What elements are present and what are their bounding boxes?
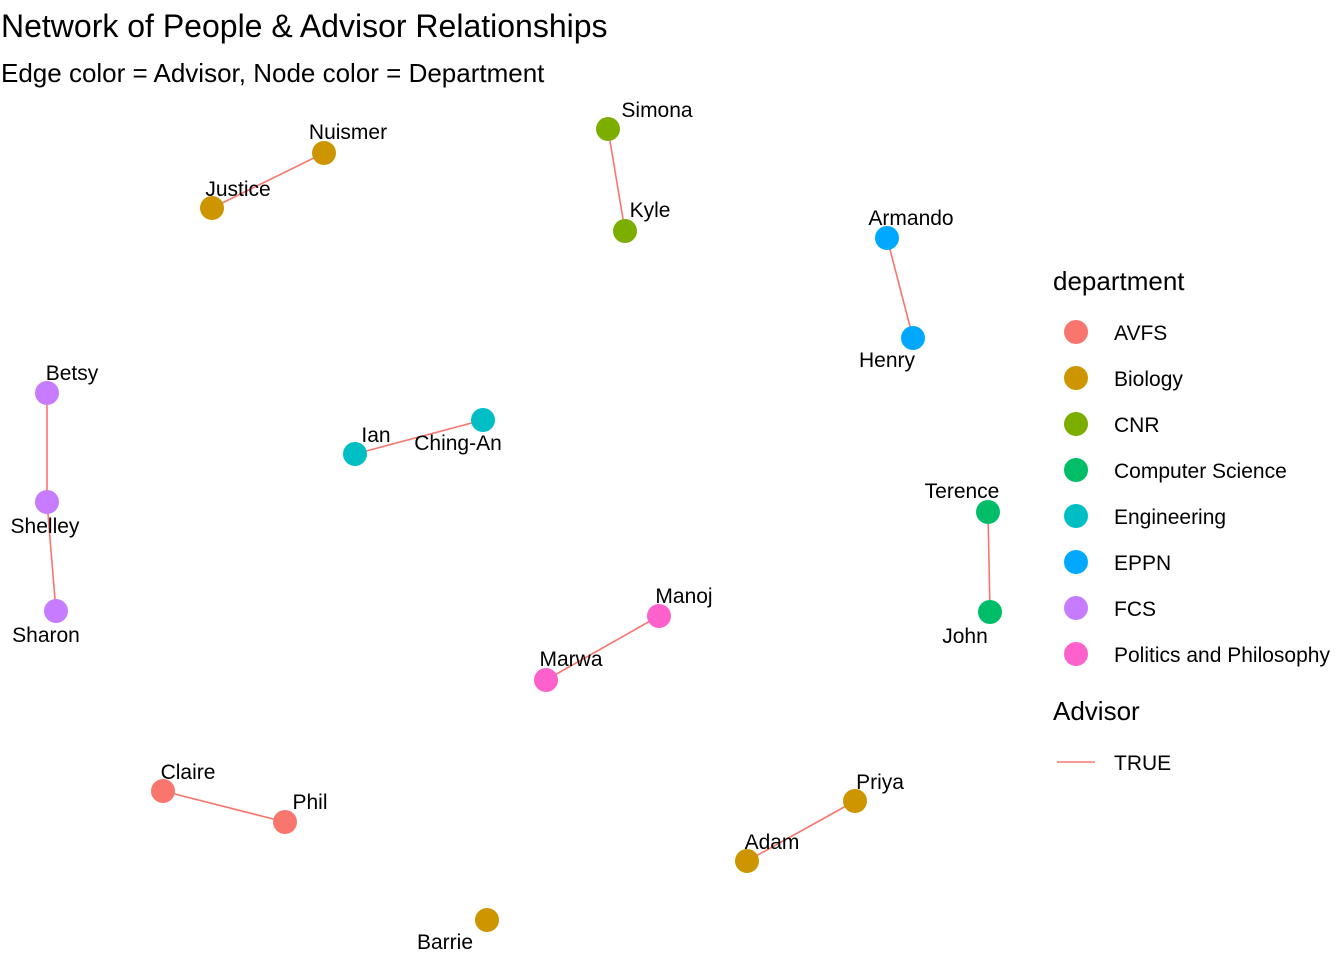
node-betsy	[35, 381, 59, 405]
legend-department-title: department	[1053, 266, 1185, 296]
legend-advisor-title: Advisor	[1053, 696, 1140, 726]
node-label-ching-an: Ching-An	[414, 432, 502, 455]
node-terence	[976, 500, 1000, 524]
node-marwa	[534, 668, 558, 692]
node-label-nuismer: Nuismer	[309, 121, 387, 144]
node-barrie	[475, 908, 499, 932]
node-label-ian: Ian	[361, 424, 390, 447]
node-label-henry: Henry	[859, 349, 916, 372]
legend-label-cnr: CNR	[1114, 414, 1160, 437]
node-label-terence: Terence	[925, 480, 1000, 503]
chart-subtitle: Edge color = Advisor, Node color = Depar…	[1, 58, 545, 88]
legend-advisor-items: TRUE	[1057, 752, 1171, 775]
node-priya	[843, 789, 867, 813]
node-shelley	[35, 490, 59, 514]
node-label-john: John	[942, 625, 988, 648]
node-justice	[200, 196, 224, 220]
node-label-phil: Phil	[292, 791, 327, 814]
legend-label-avfs: AVFS	[1114, 322, 1167, 345]
edge-priya-adam	[746, 800, 856, 862]
legend-key-fcs	[1064, 596, 1088, 620]
legend-key-computer-science	[1064, 458, 1088, 482]
edge-simona-kyle	[607, 128, 626, 232]
node-label-betsy: Betsy	[46, 362, 99, 385]
edge-claire-phil	[162, 790, 286, 823]
node-label-shelley: Shelley	[11, 515, 80, 538]
node-label-barrie: Barrie	[417, 931, 473, 954]
node-nuismer	[312, 141, 336, 165]
node-label-marwa: Marwa	[539, 648, 602, 671]
legend-key-biology	[1064, 366, 1088, 390]
edge-manoj-marwa	[545, 615, 660, 681]
edge-armando-henry	[886, 237, 914, 339]
node-label-manoj: Manoj	[655, 585, 712, 608]
legend-key-politics-and-philosophy	[1064, 642, 1088, 666]
node-label-adam: Adam	[745, 831, 800, 854]
legend-label-politics-and-philosophy: Politics and Philosophy	[1114, 644, 1330, 667]
edge-shelley-sharon	[46, 501, 57, 612]
legend-department-items: AVFS Biology CNR Computer Science Engineerin…	[1064, 320, 1330, 667]
nodes-layer	[35, 117, 1002, 932]
node-label-kyle: Kyle	[630, 199, 671, 222]
node-simona	[596, 117, 620, 141]
legend-label-fcs: FCS	[1114, 598, 1156, 621]
legend: department AVFS Biology CNR Computer Scienc…	[1053, 266, 1330, 775]
edge-nuismer-justice	[211, 152, 325, 209]
legend-label-computer-science: Computer Science	[1114, 460, 1287, 483]
node-label-armando: Armando	[868, 207, 953, 230]
legend-label-biology: Biology	[1114, 368, 1183, 391]
node-label-justice: Justice	[205, 178, 270, 201]
legend-label-engineering: Engineering	[1114, 506, 1226, 529]
node-label-sharon: Sharon	[12, 624, 80, 647]
node-kyle	[613, 219, 637, 243]
node-sharon	[44, 599, 68, 623]
node-label-priya: Priya	[856, 771, 904, 794]
node-phil	[273, 810, 297, 834]
legend-key-avfs	[1064, 320, 1088, 344]
node-armando	[875, 226, 899, 250]
edge-ian-ching-an	[354, 419, 484, 455]
edge-terence-john	[987, 511, 991, 613]
node-claire	[151, 779, 175, 803]
legend-key-cnr	[1064, 412, 1088, 436]
legend-key-eppn	[1064, 550, 1088, 574]
legend-key-engineering	[1064, 504, 1088, 528]
legend-label-eppn: EPPN	[1114, 552, 1171, 575]
node-john	[978, 600, 1002, 624]
node-ching-an	[471, 408, 495, 432]
node-adam	[735, 849, 759, 873]
node-manoj	[647, 604, 671, 628]
edges-layer	[46, 128, 991, 862]
node-label-simona: Simona	[621, 99, 693, 122]
chart-title: Network of People & Advisor Relationship…	[1, 8, 608, 44]
labels-layer: Nuismer Justice Simona Kyle Armando Henry Bets…	[11, 99, 1000, 954]
node-henry	[901, 326, 925, 350]
node-label-claire: Claire	[161, 761, 216, 784]
node-ian	[343, 442, 367, 466]
legend-label-advisor-true: TRUE	[1114, 752, 1171, 775]
